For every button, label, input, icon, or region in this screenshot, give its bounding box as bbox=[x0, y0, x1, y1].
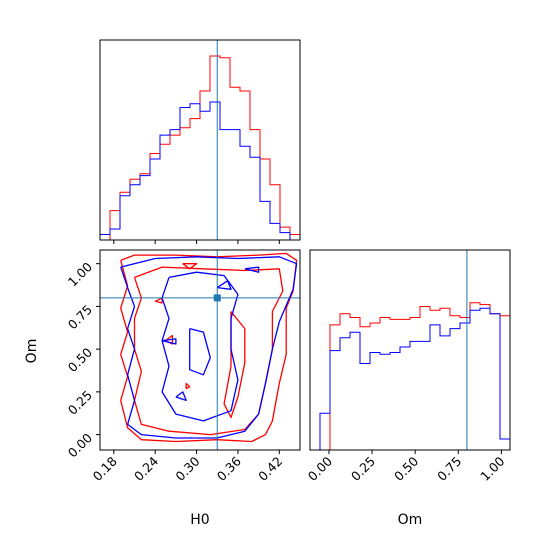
contour-red-level-0 bbox=[120, 252, 298, 443]
hist-Om-frame bbox=[309, 249, 511, 451]
contour-blue-level-4 bbox=[161, 338, 177, 345]
contour-truth-marker bbox=[213, 294, 221, 302]
x-axis-label-Om: Om bbox=[398, 512, 423, 528]
hist-Om-series-red-step-line bbox=[310, 302, 510, 450]
contour-blue-level-0 bbox=[120, 256, 298, 439]
hist-H0-series-blue-step-line bbox=[100, 101, 300, 240]
x-axis-label-H0: H0 bbox=[190, 512, 209, 528]
contour-blue-level-5 bbox=[175, 391, 187, 402]
contour-frame bbox=[99, 249, 301, 451]
contour-red-level-3 bbox=[182, 263, 198, 270]
contour-blue-level-3 bbox=[244, 266, 260, 273]
contour-red-level-5 bbox=[154, 297, 163, 304]
contour-red-level-6 bbox=[185, 382, 191, 390]
hist-H0-frame bbox=[99, 39, 301, 241]
contour-blue-level-2 bbox=[189, 327, 211, 376]
contour-blue-level-6 bbox=[216, 280, 232, 290]
hist-H0-series-red-step-line bbox=[100, 55, 300, 240]
hist-Om-series-blue-step-line bbox=[310, 307, 510, 450]
y-axis-label-Om: Om bbox=[24, 339, 40, 364]
